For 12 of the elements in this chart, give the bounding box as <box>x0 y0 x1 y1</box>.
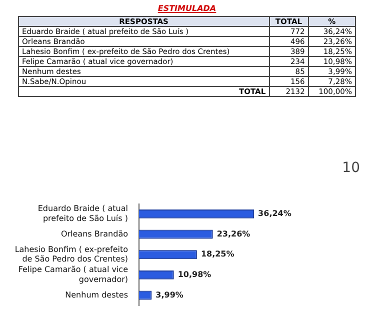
data-label: 10,98% <box>178 270 212 279</box>
text: ESTIMULADA <box>156 4 218 13</box>
y-tick-label: Orleans Brandão <box>60 229 128 238</box>
data-label: 3,99% <box>156 290 184 300</box>
data-label: 18,25% <box>200 250 234 259</box>
data-label: 36,24% <box>258 209 292 218</box>
y-tick-label: Felipe Camarão ( atual vice governador) <box>18 265 128 284</box>
y-tick-label: Nenhum destes <box>65 290 128 300</box>
text: 10 <box>342 160 360 176</box>
data-label: 23,26% <box>216 229 250 238</box>
y-tick-label: Lahesio Bonfim ( ex-prefeito de São Pedro dos Crentes) <box>14 244 128 264</box>
y-tick-label: Eduardo Braide ( atual prefeito de São Luís ) <box>38 204 128 223</box>
